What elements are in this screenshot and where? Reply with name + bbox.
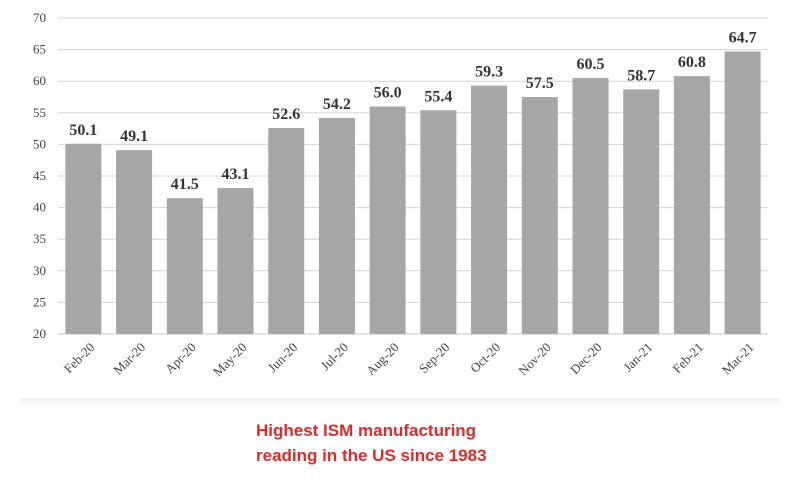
x-tick-label: Apr-20 (162, 340, 199, 377)
bar (623, 89, 660, 334)
data-label: 60.8 (678, 54, 706, 71)
y-tick-label: 30 (33, 263, 46, 278)
y-tick-label: 50 (33, 136, 46, 151)
bar (572, 78, 609, 334)
data-label: 59.3 (475, 64, 503, 81)
bar (724, 51, 761, 334)
bars (65, 51, 761, 335)
bar (369, 106, 406, 334)
data-label: 52.6 (272, 106, 300, 123)
x-tick-label: May-20 (210, 340, 250, 380)
x-tick-label: Nov-20 (515, 340, 554, 379)
bar (65, 143, 102, 334)
data-label: 58.7 (627, 67, 655, 84)
data-label: 64.7 (729, 29, 757, 46)
bar (420, 110, 457, 334)
data-label: 50.1 (69, 122, 97, 139)
bar (166, 198, 203, 334)
data-label: 56.0 (374, 84, 402, 101)
data-label: 43.1 (222, 166, 250, 183)
x-tick-label: Jul-20 (317, 340, 351, 374)
y-tick-label: 65 (33, 42, 46, 57)
x-tick-label: Feb-21 (669, 340, 706, 377)
x-tick-label: Feb-20 (61, 340, 98, 377)
x-tick-label: Aug-20 (363, 340, 402, 379)
x-tick-label: Jun-20 (265, 340, 301, 376)
bar (471, 85, 508, 335)
footer-strip (20, 398, 780, 408)
x-axis-ticks: Feb-20 Mar-20 Apr-20 May-20 Jun-20 Jul-20 Aug-… (61, 340, 757, 380)
bar (521, 97, 558, 334)
data-label: 57.5 (526, 75, 554, 92)
caption-line-2: reading in the US since 1983 (256, 446, 487, 465)
x-tick-label: Jan-21 (620, 340, 655, 375)
y-tick-label: 25 (33, 294, 46, 309)
bar (673, 76, 710, 335)
data-label: 49.1 (120, 128, 148, 145)
y-tick-label: 55 (33, 105, 46, 120)
x-tick-label: Mar-20 (110, 340, 148, 378)
y-tick-label: 20 (33, 326, 46, 341)
y-tick-label: 60 (33, 73, 46, 88)
gridlines (58, 17, 768, 335)
x-tick-label: Sep-20 (416, 340, 453, 377)
caption-line-1: Highest ISM manufacturing (256, 421, 477, 440)
y-tick-label: 45 (33, 168, 46, 183)
x-tick-label: Oct-20 (467, 340, 503, 376)
x-tick-label: Mar-21 (719, 340, 757, 378)
x-tick-label: Dec-20 (567, 340, 605, 378)
data-label: 55.4 (424, 88, 452, 105)
bar (318, 117, 355, 334)
y-tick-label: 70 (33, 10, 46, 25)
y-tick-label: 35 (33, 231, 46, 246)
y-axis-ticks: 20 25 30 35 40 45 50 55 60 65 70 (33, 10, 46, 341)
data-labels: 50.1 49.1 41.5 43.1 52.6 54.2 56.0 55.4 59.3 57.5… (69, 29, 756, 193)
data-label: 41.5 (171, 176, 199, 193)
bar (217, 188, 254, 334)
bar (268, 127, 305, 334)
caption: Highest ISM manufacturing reading in the… (256, 418, 576, 468)
data-label: 60.5 (577, 56, 605, 73)
y-tick-label: 40 (33, 200, 46, 215)
bar (116, 150, 153, 334)
data-label: 54.2 (323, 96, 351, 113)
